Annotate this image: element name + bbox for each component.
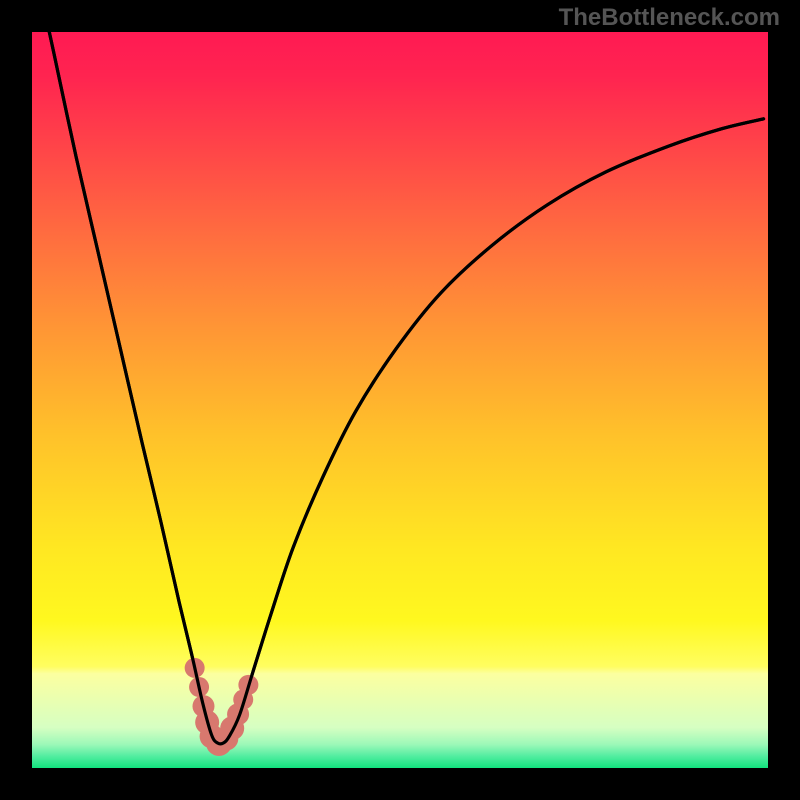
plot-background: [32, 32, 768, 768]
watermark-text: TheBottleneck.com: [559, 4, 780, 32]
canvas: TheBottleneck.com: [0, 0, 800, 800]
chart-svg: [0, 0, 800, 800]
